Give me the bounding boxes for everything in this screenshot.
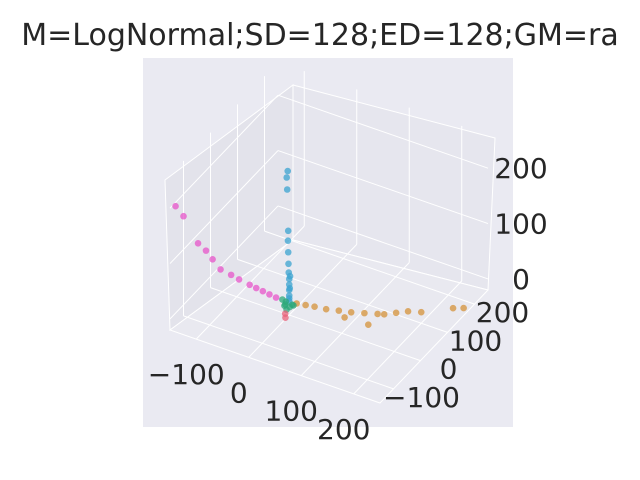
- y-tick-label: 200: [476, 296, 529, 329]
- z-tick-label: 200: [494, 152, 547, 185]
- grid-line-z-back: [277, 150, 489, 225]
- z-tick-label: 100: [494, 208, 547, 241]
- grid-line-y: [264, 230, 475, 305]
- scatter-point-series-2: [235, 276, 243, 283]
- scatter-point-series-1: [365, 321, 372, 328]
- scatter-point-series-0: [284, 227, 292, 235]
- scatter-point-series-0: [286, 272, 294, 280]
- data-points: [172, 167, 467, 328]
- scatter-point-series-1: [449, 304, 457, 312]
- chart-title: M=LogNormal;SD=128;ED=128;GM=ra: [21, 18, 619, 53]
- grid-line-z-left: [169, 205, 279, 320]
- scatter-point-series-2: [252, 284, 260, 292]
- scatter-point-series-2: [172, 202, 179, 210]
- grid-line-z-left: [169, 150, 279, 264]
- scatter-point-series-2: [266, 291, 273, 298]
- y-tick-label: 0: [440, 353, 458, 386]
- scatter-point-series-3: [279, 296, 286, 303]
- scatter-point-series-2: [194, 240, 202, 247]
- scatter-point-series-2: [259, 287, 267, 295]
- scatter-point-series-2: [227, 271, 235, 279]
- scatter-point-series-0: [283, 174, 291, 181]
- z-tick-label: 0: [512, 263, 530, 296]
- scatter-point-series-2: [246, 281, 253, 289]
- scatter-point-series-1: [460, 304, 467, 312]
- scatter-point-series-4: [282, 314, 289, 321]
- x-tick-label: 100: [265, 395, 318, 428]
- scatter-point-series-1: [392, 309, 400, 317]
- scatter-point-series-1: [302, 301, 309, 309]
- scatter-point-series-0: [285, 260, 292, 268]
- scatter-point-series-1: [404, 308, 412, 315]
- scatter-point-series-1: [361, 309, 368, 317]
- scatter-point-series-1: [322, 305, 330, 313]
- grid-line-x: [353, 280, 463, 395]
- scatter-point-series-2: [272, 294, 280, 301]
- scatter-point-series-1: [311, 303, 318, 311]
- grid-line-y: [237, 258, 448, 333]
- grid-line-y: [183, 315, 394, 390]
- scatter-point-series-2: [180, 212, 187, 220]
- scatter-point-series-1: [335, 307, 343, 314]
- scatter-point-series-0: [284, 167, 292, 175]
- x-tick-label: −100: [148, 358, 225, 391]
- y-tick-label: 100: [449, 324, 502, 357]
- scatter-point-series-1: [380, 311, 388, 318]
- grid-line-x: [300, 262, 410, 376]
- scatter-point-series-3: [281, 302, 288, 309]
- grid-line-z-back: [277, 94, 489, 169]
- x-tick-label: 200: [317, 413, 370, 446]
- grid-line-y: [210, 287, 421, 362]
- scatter-point-series-0: [284, 237, 292, 245]
- scatter-point-series-0: [283, 186, 291, 193]
- scatter-point-series-0: [286, 284, 294, 292]
- x-tick-label: 0: [230, 376, 248, 409]
- y-tick-label: −100: [383, 381, 460, 414]
- scatter-point-series-1: [341, 314, 348, 321]
- grid-line-z-back: [277, 205, 489, 280]
- scatter-point-series-1: [347, 308, 355, 316]
- scatter-point-series-1: [417, 308, 425, 316]
- scatter-point-series-2: [202, 247, 210, 254]
- scatter-point-series-3: [288, 301, 296, 309]
- scatter-point-series-2: [209, 256, 216, 263]
- grid-line-z-left: [169, 94, 279, 209]
- scatter-point-series-1: [374, 310, 381, 318]
- scatter-point-series-0: [284, 248, 292, 256]
- scatter-point-series-2: [217, 266, 224, 273]
- grid-line-x: [248, 244, 358, 358]
